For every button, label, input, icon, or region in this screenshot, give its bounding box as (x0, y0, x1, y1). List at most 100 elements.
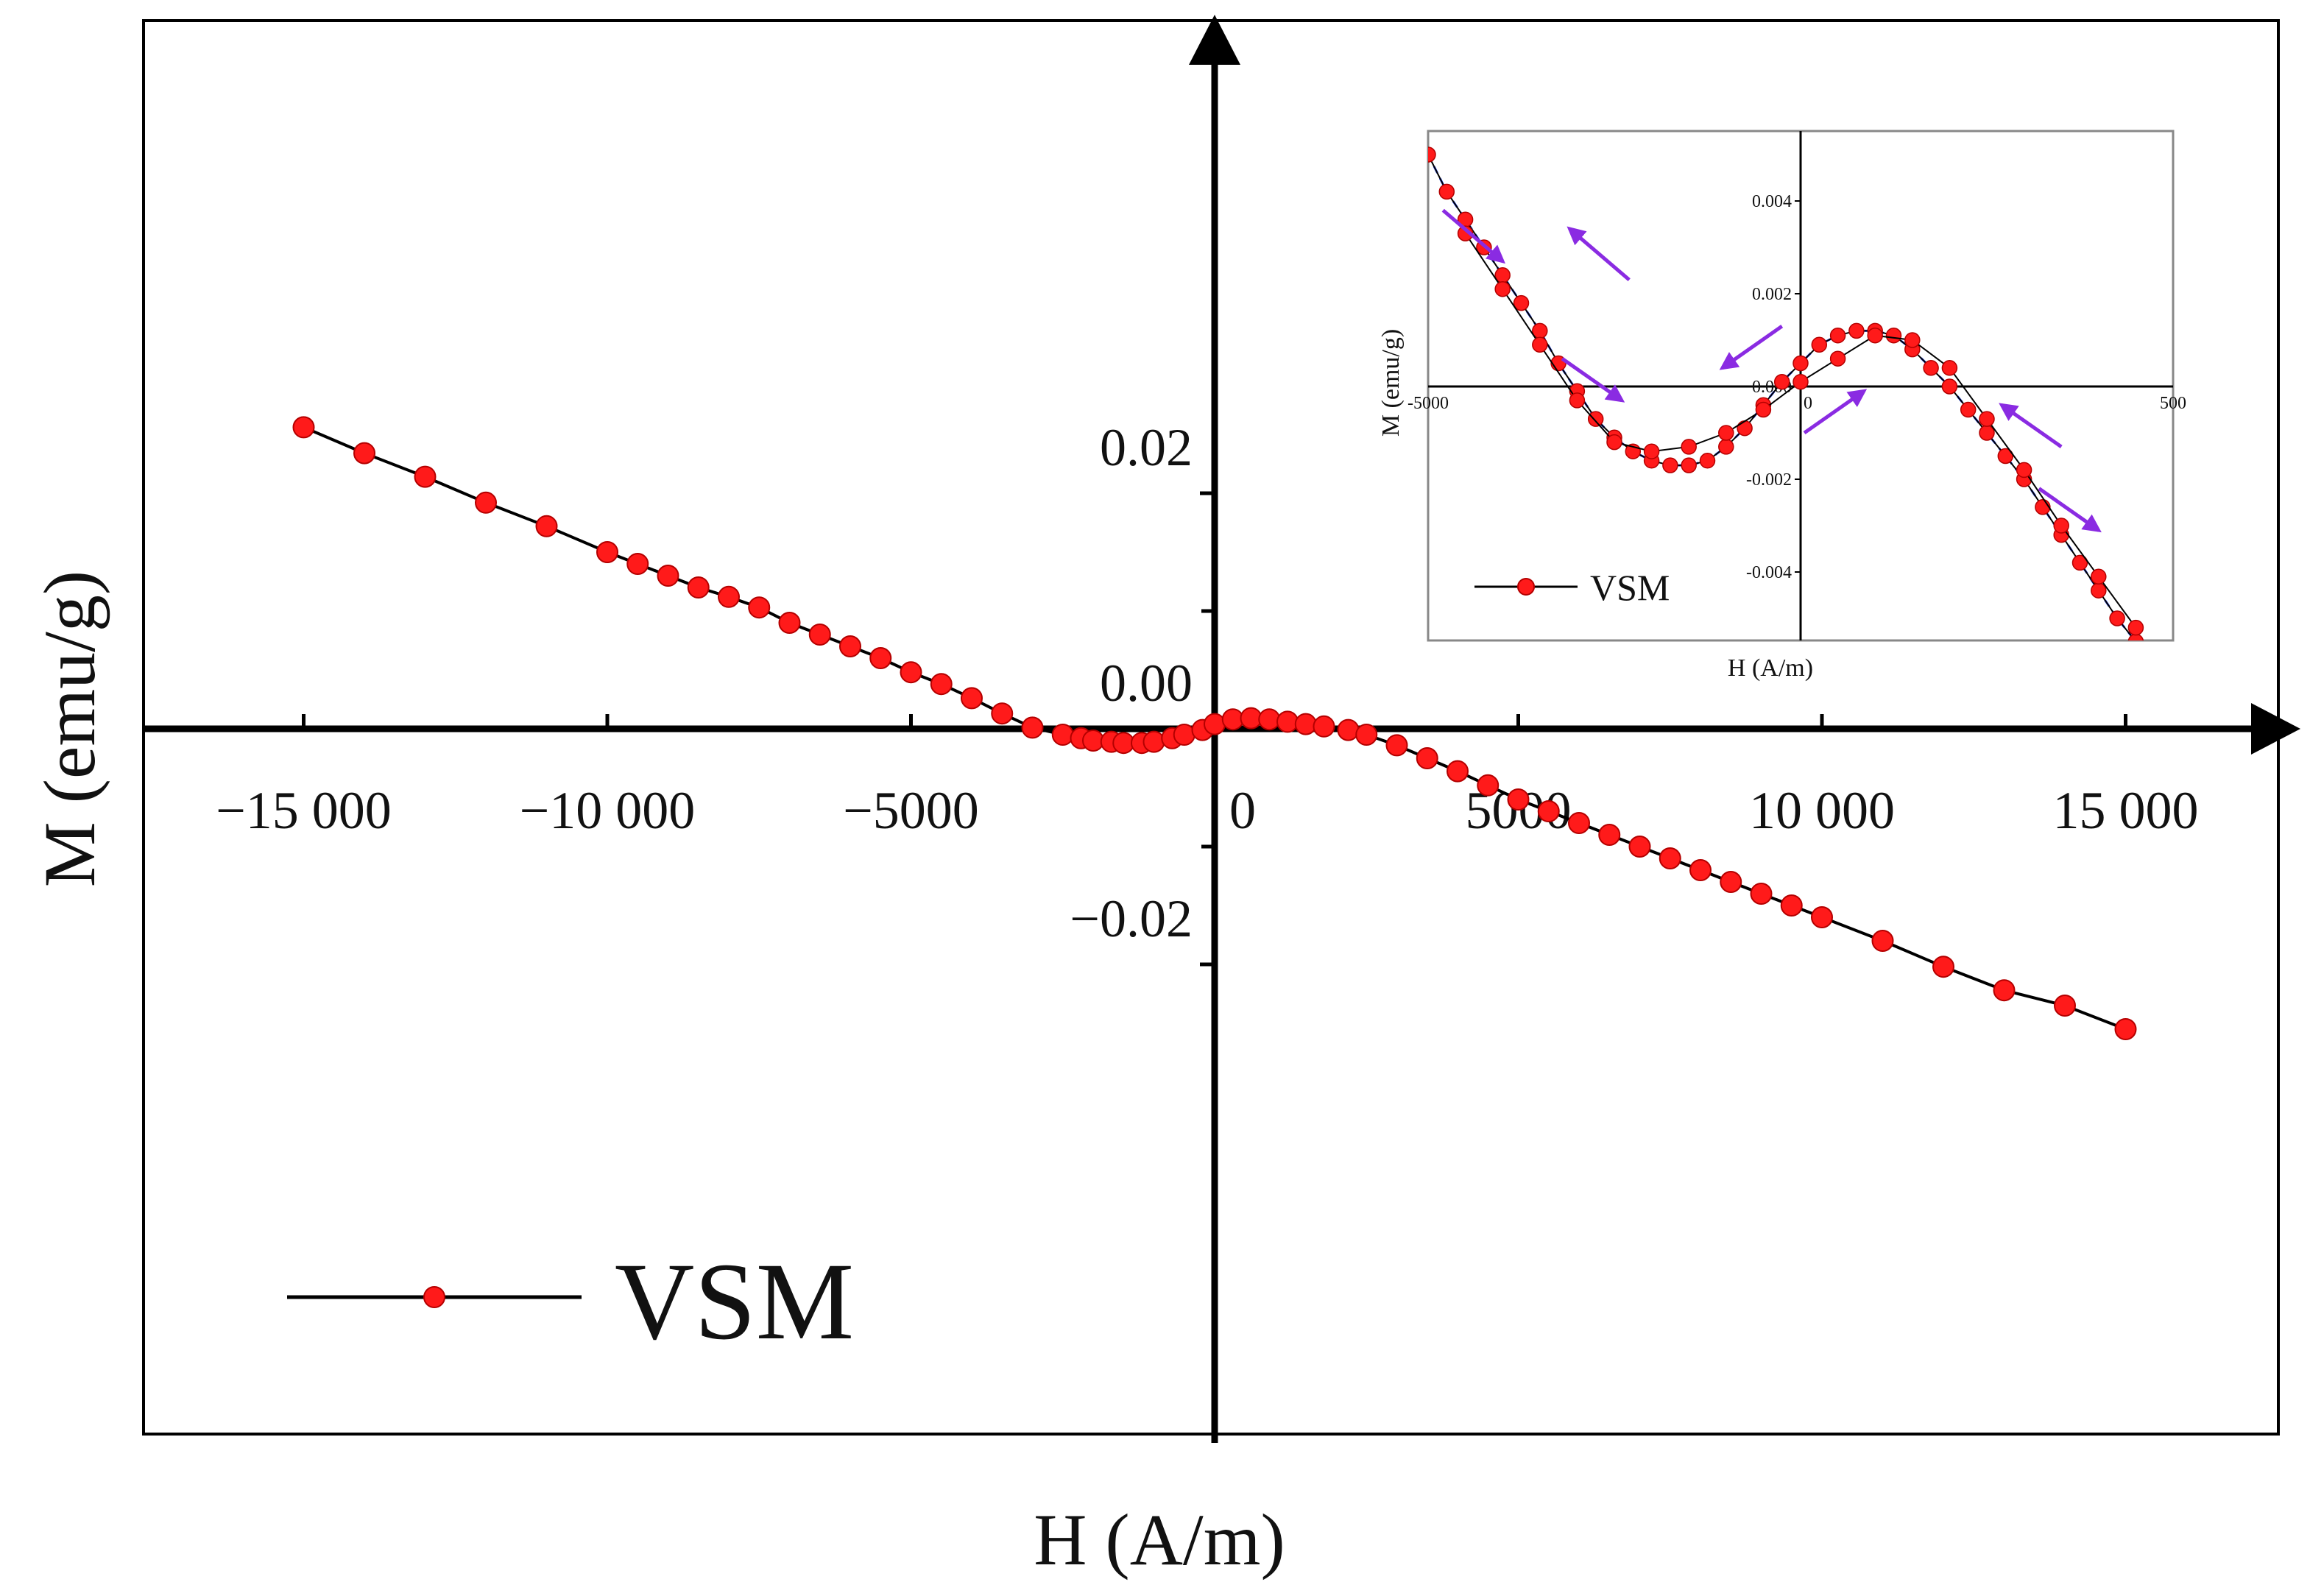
inset-data-point (1792, 373, 1809, 390)
direction-arrow (1719, 325, 1784, 370)
inset-data-point (1737, 420, 1753, 437)
y-tick-label: 0.00 (1100, 654, 1193, 713)
x-tick-label: −10 000 (520, 781, 696, 840)
inset-data-point (1755, 401, 1772, 418)
main-legend-label: VSM (615, 1240, 854, 1363)
data-point (1871, 930, 1894, 952)
data-point (1780, 894, 1803, 917)
x-tick-label: 10 000 (1749, 781, 1895, 840)
inset-legend-label: VSM (1590, 567, 1670, 608)
inset-data-point (1494, 280, 1511, 297)
data-point (687, 576, 710, 598)
inset-y-tick-label: 0.002 (1752, 285, 1792, 304)
data-point (1240, 707, 1262, 730)
x-tick-label: 0 (1229, 781, 1256, 840)
inset-data-point (1979, 411, 1995, 427)
inset-data-point (1699, 453, 1716, 469)
inset-y-tick-label: -0.004 (1746, 563, 1792, 582)
inset-legend: VSM (1474, 567, 1670, 608)
data-point (475, 491, 497, 514)
inset-legend-marker (1517, 578, 1535, 596)
data-point (596, 541, 618, 563)
data-point (1082, 730, 1104, 752)
data-point (1416, 747, 1438, 769)
inset-data-point (2035, 499, 2051, 515)
inset-y-axis-title: M (emu/g) (1377, 329, 1405, 437)
data-point (1337, 718, 1360, 741)
data-point (1598, 824, 1621, 846)
x-axis-arrowhead (2251, 703, 2300, 755)
inset-data-point (1885, 327, 1902, 344)
data-point (1932, 956, 1954, 978)
data-point (1659, 847, 1681, 869)
inset-data-point (2147, 657, 2162, 672)
data-point (1173, 724, 1195, 746)
inset-data-point (1941, 360, 1958, 376)
data-point (1142, 730, 1165, 753)
inset-data-point (1941, 378, 1958, 395)
data-point (1720, 871, 1742, 893)
data-point (292, 416, 315, 439)
data-point (353, 442, 375, 465)
data-point (930, 673, 953, 696)
data-point (414, 465, 437, 488)
inset-data-point (1773, 373, 1790, 390)
inset-x-tick-label: -5000 (1407, 394, 1449, 413)
data-point (1258, 708, 1281, 731)
direction-arrow (1567, 226, 1631, 281)
direction-arrow (1441, 208, 1505, 264)
inset-data-point (2091, 582, 2107, 598)
inset-data-point (1606, 434, 1622, 451)
data-point (1507, 788, 1530, 811)
inset-data-point (1904, 332, 1921, 348)
x-tick-label: −5000 (843, 781, 979, 840)
y-tick-label: −0.02 (1070, 889, 1193, 948)
inset-data-point (1532, 336, 1548, 353)
data-point (778, 612, 801, 634)
x-axis-title: H (A/m) (1034, 1499, 1285, 1581)
inset-data-point (1960, 401, 1977, 418)
inset-arrows (1441, 208, 2102, 533)
inset-data-point (2053, 518, 2069, 534)
inset-data-point (1718, 425, 1734, 441)
inset-data-point (1979, 425, 1995, 441)
inset-data-point (1923, 360, 1939, 376)
inset-data-point (1718, 439, 1734, 455)
inset-data-point (1428, 146, 1436, 163)
data-point (718, 585, 740, 608)
inset-x-axis-title: H (A/m) (1728, 654, 1813, 682)
inset-data-point (1681, 457, 1697, 473)
inset-data-point (1792, 355, 1809, 372)
inset-x-tick-label: 0 (1804, 394, 1812, 413)
main-series (292, 416, 2137, 1040)
inset-data-point (1643, 443, 1660, 459)
direction-arrow (1561, 357, 1625, 403)
data-point (1385, 734, 1408, 757)
inset-data-point (1438, 183, 1455, 200)
x-tick-label: −15 000 (216, 781, 392, 840)
direction-arrow (2038, 487, 2102, 533)
inset-data-point (2091, 568, 2107, 585)
data-point (808, 624, 831, 646)
data-point (1276, 710, 1299, 733)
direction-arrow (1803, 389, 1868, 435)
inset-data-point (1587, 411, 1604, 427)
data-point (1447, 760, 1469, 783)
inset-y-tick-label: 0.004 (1752, 192, 1792, 211)
data-point (1689, 859, 1712, 881)
main-minor-ticks (1201, 609, 1215, 849)
inset-data-point (2071, 554, 2088, 571)
data-point (839, 635, 861, 657)
data-point (1750, 883, 1773, 905)
data-point (869, 647, 892, 669)
data-point (2054, 995, 2076, 1017)
data-point (748, 596, 771, 619)
data-point (900, 661, 922, 684)
data-point (1294, 713, 1317, 735)
inset-data-point (1829, 327, 1846, 344)
data-point (1811, 906, 1833, 928)
